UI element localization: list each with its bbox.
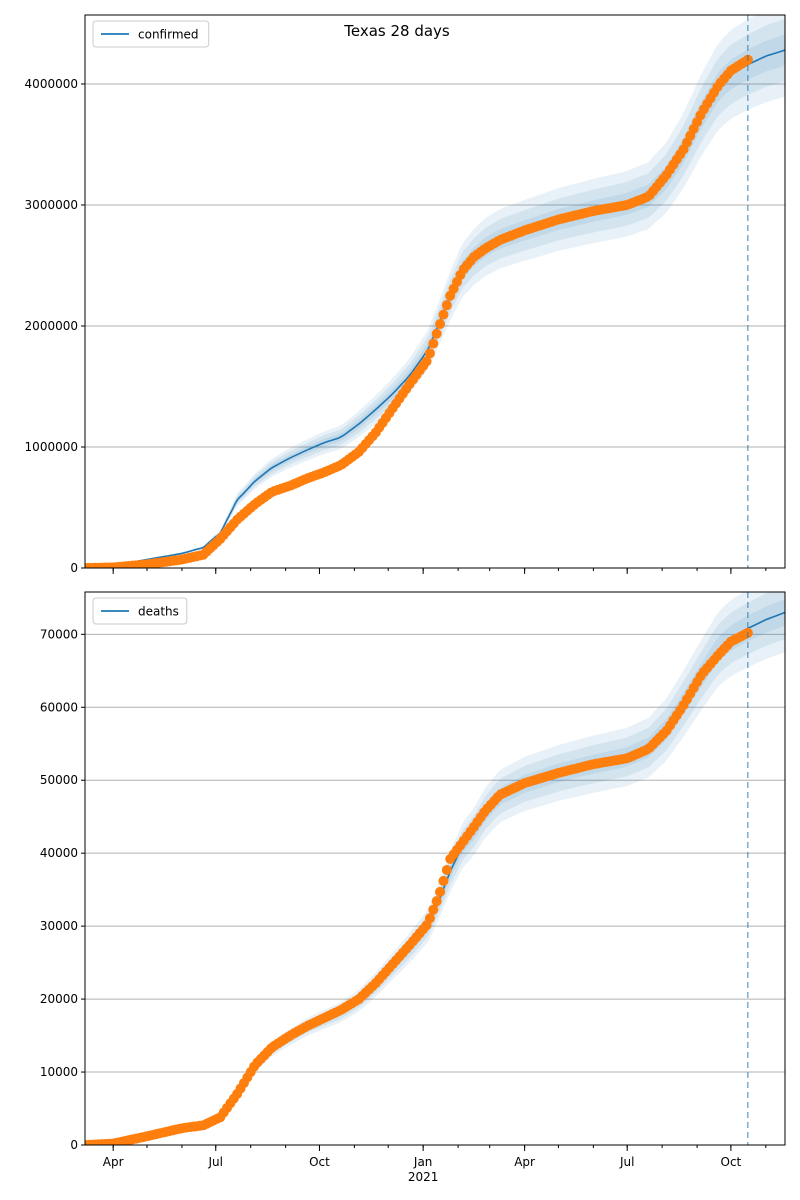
- panel-deaths-uncertainty-band: [85, 592, 785, 1145]
- panel-confirmed-y-tick-label: 1000000: [25, 440, 78, 454]
- x-year-label: 2021: [408, 1170, 439, 1184]
- panel-deaths-y-tick-label: 10000: [40, 1065, 78, 1079]
- panel-deaths-legend: deaths: [92, 597, 188, 625]
- panel-confirmed-axes-frame: [84, 14, 786, 569]
- panel-deaths-x-tick-label: Jan: [413, 1155, 433, 1169]
- panel-deaths-observed-point: [441, 864, 452, 875]
- panel-confirmed-uncertainty-band: [85, 19, 785, 568]
- panel-deaths-observed-point: [428, 904, 439, 915]
- panel-deaths-x-tick-label: Oct: [721, 1155, 742, 1169]
- panel-deaths: 0 10000 20000 30000 40000 50000 60000 70000 Apr J…: [40, 591, 786, 1184]
- panel-confirmed-y-tick-label: 3000000: [25, 198, 78, 212]
- panel-deaths-x-tick-label: Jul: [208, 1155, 223, 1169]
- panel-deaths-y-tick-label: 40000: [40, 846, 78, 860]
- panel-deaths-y-tick-label: 70000: [40, 627, 78, 641]
- panel-deaths-observed-point: [431, 896, 442, 907]
- panel-confirmed-observed-point: [441, 300, 452, 311]
- panel-deaths-x-tick-label: Apr: [514, 1155, 535, 1169]
- panel-confirmed-y-tick-label: 4000000: [25, 77, 78, 91]
- panel-confirmed: 0 1000000 2000000 3000000 4000000 confirmed: [25, 14, 786, 575]
- panel-confirmed-plot-area: [85, 15, 785, 568]
- panel-confirmed-y-tick-label: 2000000: [25, 319, 78, 333]
- panel-deaths-observed-point: [424, 913, 435, 924]
- panel-deaths-legend-label: deaths: [138, 605, 179, 619]
- panel-confirmed-legend-box: [92, 20, 210, 48]
- panel-deaths-plot-area: [85, 592, 785, 1145]
- panel-deaths-y-tick-label: 50000: [40, 773, 78, 787]
- panel-deaths-x-tick-label: Oct: [309, 1155, 330, 1169]
- panel-deaths-uncertainty-band: [85, 592, 785, 1145]
- panel-confirmed-observed-point: [421, 356, 432, 367]
- panel-deaths-y-tick-label: 60000: [40, 700, 78, 714]
- panel-confirmed-observed-series: [85, 54, 753, 568]
- panel-deaths-y-tick-label: 30000: [40, 919, 78, 933]
- panel-deaths-y-tick-label: 20000: [40, 992, 78, 1006]
- panel-deaths-x-tick-label: Apr: [103, 1155, 124, 1169]
- panel-deaths-observed-point: [435, 886, 446, 897]
- panel-confirmed-observed-point: [438, 309, 449, 320]
- chart-title: Texas 28 days: [343, 22, 450, 40]
- panel-confirmed-observed-point: [431, 328, 442, 339]
- panel-confirmed-observed-point: [428, 338, 439, 349]
- panel-confirmed-y-tick-label: 0: [70, 561, 78, 575]
- panel-deaths-observed-series: [85, 627, 753, 1145]
- panel-deaths-legend-box: [92, 597, 188, 625]
- panel-confirmed-legend-label: confirmed: [138, 28, 199, 42]
- panel-deaths-axes-frame: [84, 591, 786, 1146]
- panel-deaths-x-tick-label: Jul: [619, 1155, 634, 1169]
- panel-confirmed-observed-point: [435, 319, 446, 330]
- panel-confirmed-legend: confirmed: [92, 20, 210, 48]
- panel-deaths-observed-point: [438, 875, 449, 886]
- panel-confirmed-uncertainty-band: [85, 15, 785, 568]
- panel-deaths-y-tick-label: 0: [70, 1138, 78, 1152]
- panel-confirmed-observed-point: [424, 348, 435, 359]
- panel-confirmed-uncertainty-band: [85, 34, 785, 568]
